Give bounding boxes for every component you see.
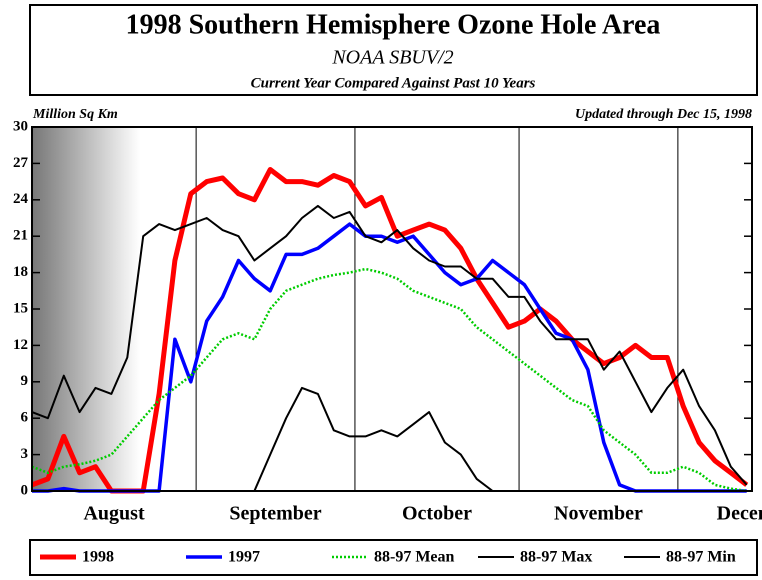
legend-label: 88-97 Mean bbox=[374, 549, 455, 566]
legend-box bbox=[29, 539, 758, 576]
y-tick-label: 24 bbox=[13, 191, 29, 207]
series-line bbox=[253, 386, 494, 492]
y-tick-label: 18 bbox=[13, 264, 28, 280]
x-tick-label: September bbox=[229, 503, 321, 525]
x-tick-label: August bbox=[83, 503, 144, 525]
header-box bbox=[29, 4, 758, 96]
legend-label: 1998 bbox=[82, 549, 114, 566]
chart-title: 1998 Southern Hemisphere Ozone Hole Area bbox=[126, 9, 661, 40]
chart-caption: Current Year Compared Against Past 10 Ye… bbox=[251, 75, 536, 91]
series-line bbox=[31, 167, 749, 494]
y-tick-label: 3 bbox=[21, 446, 29, 462]
legend: 1998 1997 88-97 Mean 88-97 Max 88-97 Min bbox=[40, 549, 736, 566]
y-tick-label: 27 bbox=[13, 155, 29, 171]
series-line bbox=[31, 204, 748, 486]
x-tick-label: October bbox=[402, 503, 472, 525]
x-tick-label: November bbox=[554, 503, 643, 525]
y-axis-label: Million Sq Km bbox=[32, 107, 118, 122]
legend-label: 88-97 Max bbox=[520, 549, 592, 566]
y-tick-label: 30 bbox=[13, 118, 28, 134]
update-note: Updated through Dec 15, 1998 bbox=[575, 107, 752, 122]
y-tick-label: 0 bbox=[21, 482, 29, 498]
x-tick-label: December bbox=[717, 503, 762, 525]
y-tick-label: 21 bbox=[13, 228, 28, 244]
y-tick-label: 9 bbox=[21, 373, 29, 389]
legend-label: 1997 bbox=[228, 549, 260, 566]
legend-label: 88-97 Min bbox=[666, 549, 736, 566]
y-tick-label: 12 bbox=[13, 337, 28, 353]
chart-subtitle: NOAA SBUV/2 bbox=[331, 47, 453, 69]
shading bbox=[32, 128, 140, 491]
y-tick-label: 6 bbox=[21, 410, 29, 426]
y-tick-label: 15 bbox=[13, 300, 28, 316]
plot-frame bbox=[31, 126, 753, 492]
